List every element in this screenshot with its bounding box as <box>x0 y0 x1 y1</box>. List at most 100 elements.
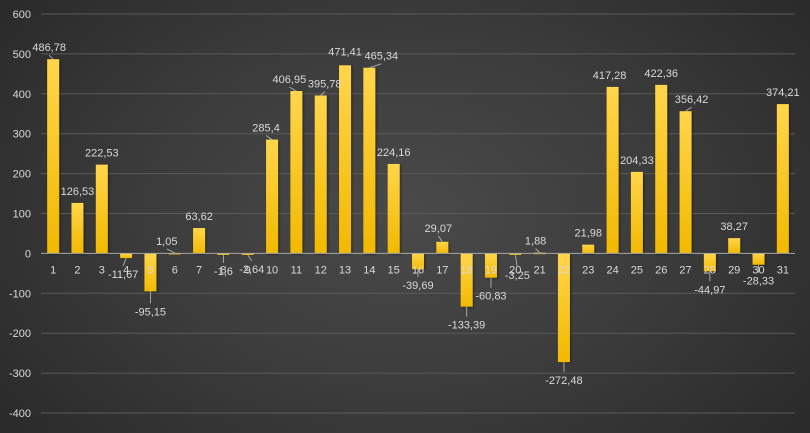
bar-day-4 <box>120 253 133 259</box>
leader-line <box>48 54 54 60</box>
data-label: 285,4 <box>252 123 280 135</box>
data-label: -3,25 <box>505 270 530 282</box>
bar-day-7 <box>193 228 206 254</box>
bar-day-12 <box>314 95 327 254</box>
data-label: 222,53 <box>85 148 119 160</box>
bar-day-31 <box>776 104 789 254</box>
data-label: -272,48 <box>545 375 582 387</box>
bar-day-19 <box>484 253 497 278</box>
gridlines <box>41 13 795 414</box>
leader-line <box>289 86 297 92</box>
y-tick-label: -400 <box>9 408 31 420</box>
data-label: -28,33 <box>743 276 774 288</box>
data-label: -1,6 <box>214 266 233 278</box>
data-label: 63,62 <box>185 211 213 223</box>
bar-day-2 <box>71 202 84 254</box>
data-label: -2,64 <box>239 264 264 276</box>
x-tick-label: 19 <box>485 264 497 276</box>
x-tick-label: 21 <box>533 264 545 276</box>
x-tick-label: 27 <box>679 264 691 276</box>
leader-line <box>685 106 692 112</box>
data-label-leader-lines <box>48 54 760 373</box>
bar-day-23 <box>582 244 595 254</box>
x-tick-label: 20 <box>509 264 521 276</box>
bar-day-30 <box>752 253 765 265</box>
leader-line <box>437 235 443 243</box>
x-tick-label: 3 <box>99 264 105 276</box>
data-label: 422,36 <box>644 68 678 80</box>
data-label: 356,42 <box>675 94 709 106</box>
data-label: 126,53 <box>61 186 95 198</box>
bar-day-29 <box>728 238 741 254</box>
bar-day-24 <box>606 86 619 254</box>
data-label: 486,78 <box>32 42 66 54</box>
x-tick-label: 4 <box>123 264 129 276</box>
leader-line <box>247 254 253 262</box>
leader-line <box>265 135 273 140</box>
bar-day-28 <box>703 253 716 272</box>
bar-day-9 <box>241 253 254 255</box>
data-label: 204,33 <box>620 155 654 167</box>
data-label: 395,78 <box>308 78 342 90</box>
leader-line <box>514 254 518 267</box>
y-tick-label: 300 <box>13 129 31 141</box>
leader-line <box>320 91 326 96</box>
x-tick-label: 11 <box>291 264 302 276</box>
bar-day-14 <box>363 67 376 254</box>
x-axis-category-labels: 1 2 3 4 5 6 7 8 9 10 11 12 13 14 15 16 17 18 19 20 21 22 23 24 2… <box>50 264 789 276</box>
bar-day-1 <box>47 59 60 254</box>
y-tick-label: 600 <box>13 9 31 21</box>
x-tick-label: 6 <box>172 264 178 276</box>
data-label: 224,16 <box>377 147 411 159</box>
x-tick-label: 18 <box>461 264 473 276</box>
bar-day-8 <box>217 253 230 255</box>
data-label: 1,05 <box>156 236 177 248</box>
x-tick-label: 22 <box>558 264 570 276</box>
data-label: -11,67 <box>108 269 138 281</box>
bar-day-27 <box>679 111 692 254</box>
bar-day-3 <box>95 164 108 254</box>
y-tick-label: 0 <box>25 248 31 260</box>
y-tick-label: 500 <box>13 49 31 61</box>
data-label: 417,28 <box>593 70 627 82</box>
leader-line <box>369 63 382 69</box>
y-tick-label: -200 <box>9 328 31 340</box>
bar-day-15 <box>387 163 400 254</box>
bar-day-25 <box>630 171 643 254</box>
x-tick-label: 5 <box>147 264 153 276</box>
data-label: -95,15 <box>135 306 166 318</box>
data-labels: 486,78 126,53 222,53 -11,67 -95,15 1,05 63,62 -… <box>32 42 799 387</box>
bar-day-13 <box>339 65 352 254</box>
bar-day-17 <box>436 241 449 254</box>
data-label: -133,39 <box>448 320 485 332</box>
leader-line <box>122 257 127 267</box>
bars <box>47 59 789 363</box>
data-label: 38,27 <box>720 221 748 233</box>
bar-day-10 <box>266 139 279 254</box>
x-tick-label: 15 <box>388 264 400 276</box>
leader-line <box>535 248 540 254</box>
data-label: 465,34 <box>365 51 399 63</box>
data-label: 406,95 <box>273 74 307 86</box>
x-tick-label: 2 <box>74 264 80 276</box>
y-tick-label: -100 <box>9 288 31 300</box>
data-label: 471,41 <box>328 46 362 58</box>
x-tick-label: 17 <box>436 264 448 276</box>
data-label: -44,97 <box>694 284 725 296</box>
x-tick-label: 12 <box>315 264 327 276</box>
data-label: 29,07 <box>425 223 453 235</box>
data-label: -60,83 <box>475 291 506 303</box>
x-tick-label: 23 <box>582 264 594 276</box>
x-tick-label: 14 <box>363 264 375 276</box>
x-tick-label: 31 <box>777 264 789 276</box>
x-tick-label: 28 <box>704 264 716 276</box>
bar-day-22 <box>557 253 570 363</box>
bar-day-16 <box>412 253 424 270</box>
x-tick-label: 9 <box>245 264 251 276</box>
data-label: 374,21 <box>766 87 800 99</box>
bar-day-11 <box>290 91 303 254</box>
bar-day-20 <box>509 253 522 255</box>
bar-day-5 <box>144 253 157 292</box>
data-label: -39,69 <box>402 280 433 292</box>
